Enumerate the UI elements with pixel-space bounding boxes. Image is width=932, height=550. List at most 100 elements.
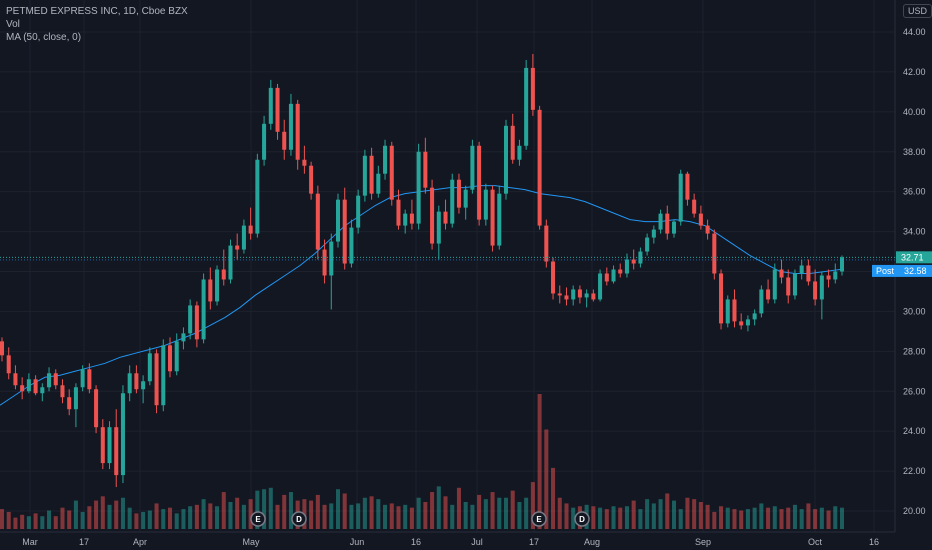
volume-bar bbox=[658, 499, 663, 529]
volume-bar bbox=[262, 489, 267, 529]
candle-body bbox=[302, 159, 307, 166]
candle-body bbox=[0, 341, 5, 356]
volume-bar bbox=[719, 506, 724, 529]
volume-bar bbox=[6, 511, 11, 529]
candle-body bbox=[288, 103, 293, 150]
candle-body bbox=[638, 251, 643, 264]
candle-body bbox=[712, 233, 717, 274]
candle-body bbox=[503, 125, 509, 194]
candle-body bbox=[443, 211, 448, 224]
candle-body bbox=[551, 261, 556, 294]
volume-bar bbox=[356, 503, 361, 529]
volume-bar bbox=[692, 499, 697, 529]
chart-legend: PETMED EXPRESS INC, 1D, Cboe BZX Vol MA … bbox=[6, 5, 188, 44]
candle-body bbox=[40, 387, 45, 394]
volume-bar bbox=[551, 467, 556, 529]
volume-bar bbox=[544, 429, 549, 529]
volume-bar bbox=[732, 509, 737, 529]
candle-body bbox=[456, 179, 461, 208]
volume-bar bbox=[181, 509, 186, 529]
volume-bar bbox=[315, 494, 320, 529]
candle-body bbox=[819, 275, 824, 300]
candle-body bbox=[671, 221, 677, 234]
candle-body bbox=[430, 187, 435, 244]
candle-body bbox=[181, 333, 186, 342]
volume-bar bbox=[517, 502, 522, 529]
candle-body bbox=[67, 397, 72, 410]
candle-body bbox=[235, 245, 240, 250]
volume-bar bbox=[624, 506, 629, 529]
volume-bar bbox=[712, 511, 717, 529]
candle-body bbox=[94, 389, 99, 428]
x-tick-label: 17 bbox=[529, 537, 539, 547]
volume-bar bbox=[598, 507, 603, 529]
volume-bar bbox=[819, 507, 824, 529]
marker-letter: E bbox=[536, 515, 542, 524]
volume-bar bbox=[604, 509, 609, 529]
candle-body bbox=[537, 109, 542, 226]
candle-body bbox=[262, 123, 267, 160]
volume-bar bbox=[215, 506, 220, 529]
y-tick-label: 36.00 bbox=[903, 187, 926, 197]
candle-body bbox=[154, 353, 159, 406]
volume-bar bbox=[362, 497, 367, 529]
volume-bar bbox=[705, 504, 710, 529]
candle-body bbox=[73, 387, 78, 410]
volume-bar bbox=[100, 496, 105, 529]
candle-body bbox=[530, 67, 535, 110]
ma-indicator-label[interactable]: MA (50, close, 0) bbox=[6, 32, 82, 43]
candle-body bbox=[349, 227, 354, 264]
volume-indicator-label[interactable]: Vol bbox=[6, 19, 20, 30]
earnings-marker[interactable] bbox=[531, 511, 547, 527]
volume-bar bbox=[806, 503, 811, 529]
volume-bar bbox=[167, 507, 173, 529]
candle-body bbox=[631, 259, 636, 264]
dividend-marker[interactable] bbox=[574, 511, 590, 527]
volume-bar bbox=[309, 500, 314, 529]
y-tick-label: 34.00 bbox=[903, 227, 926, 237]
currency-button[interactable]: USD bbox=[903, 4, 932, 18]
volume-bar bbox=[611, 506, 616, 529]
volume-bar bbox=[503, 497, 509, 529]
volume-bar bbox=[443, 496, 448, 529]
candle-body bbox=[792, 273, 797, 296]
volume-bar bbox=[725, 507, 730, 529]
candle-body bbox=[483, 189, 488, 220]
earnings-marker[interactable] bbox=[250, 511, 266, 527]
volume-bar bbox=[282, 494, 287, 529]
y-tick-label: 24.00 bbox=[903, 426, 926, 436]
volume-bar bbox=[342, 493, 347, 529]
volume-bar bbox=[739, 510, 744, 529]
volume-bar bbox=[470, 504, 475, 529]
y-tick-label: 44.00 bbox=[903, 27, 926, 37]
symbol-info[interactable]: PETMED EXPRESS INC, 1D, Cboe BZX bbox=[6, 6, 188, 17]
volume-bar bbox=[651, 503, 656, 529]
candle-body bbox=[779, 269, 784, 278]
candle-body bbox=[221, 269, 226, 280]
volume-bar bbox=[591, 506, 596, 529]
volume-bar bbox=[141, 511, 146, 529]
candle-body bbox=[248, 225, 253, 234]
candle-body bbox=[416, 151, 421, 224]
volume-bar bbox=[235, 497, 240, 529]
candle-body bbox=[450, 179, 455, 224]
candle-body bbox=[389, 145, 394, 200]
candle-body bbox=[376, 173, 381, 194]
dividend-marker[interactable] bbox=[291, 511, 307, 527]
candle-body bbox=[584, 293, 589, 298]
candle-body bbox=[624, 259, 629, 274]
volume-bar bbox=[94, 500, 99, 529]
volume-bar bbox=[20, 514, 25, 529]
marker-letter: D bbox=[296, 515, 302, 524]
volume-bar bbox=[26, 516, 31, 529]
candle-body bbox=[80, 369, 85, 388]
volume-bar bbox=[268, 487, 273, 529]
volume-bar bbox=[813, 509, 818, 529]
volume-bar bbox=[745, 509, 750, 529]
y-tick-label: 30.00 bbox=[903, 306, 926, 316]
candle-body bbox=[826, 275, 831, 280]
y-tick-label: 26.00 bbox=[903, 386, 926, 396]
volume-bar bbox=[826, 510, 831, 529]
